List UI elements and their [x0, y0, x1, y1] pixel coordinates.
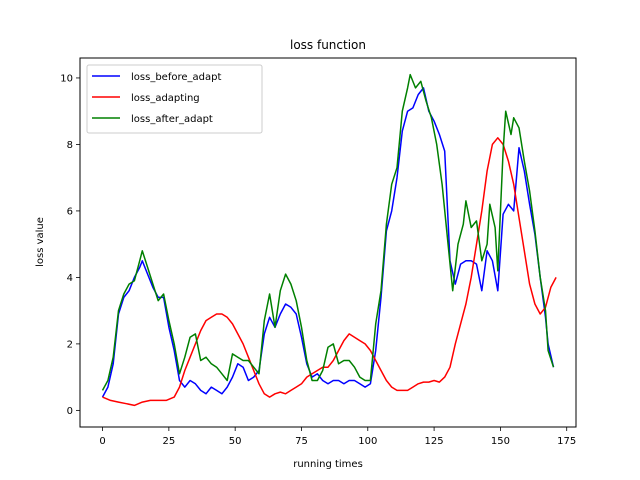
x-tick-label: 75: [295, 436, 308, 447]
x-tick-label: 25: [162, 436, 175, 447]
y-axis: 0 2 4 6 8 10: [60, 73, 80, 417]
series-line-loss-before-adapt: [101, 87, 555, 398]
series-line-loss-after-adapt: [101, 73, 555, 391]
y-tick-label: 10: [60, 73, 73, 84]
plot-area-frame: [79, 57, 577, 428]
chart-title: loss function: [290, 38, 366, 52]
y-tick-label: 2: [67, 339, 73, 350]
legend-label-loss-after-adapt: loss_after_adapt: [131, 114, 213, 125]
y-tick-label: 4: [67, 273, 73, 284]
y-tick-label: 0: [67, 406, 73, 417]
x-axis-title: running times: [293, 459, 363, 470]
series-layer: [101, 73, 557, 407]
x-tick-label: 100: [358, 436, 377, 447]
legend: loss_before_adapt loss_adapting loss_after…: [86, 64, 263, 134]
y-tick-label: 6: [67, 206, 73, 217]
legend-label-loss-adapting: loss_adapting: [131, 93, 200, 104]
y-axis-title: loss value: [35, 217, 46, 267]
series-line-loss-adapting: [102, 137, 557, 407]
x-tick-label: 50: [229, 436, 242, 447]
x-tick-label: 0: [99, 436, 105, 447]
x-tick-label: 150: [491, 436, 510, 447]
x-axis: 0 25 50 75 100 125 150 175: [99, 427, 576, 447]
x-tick-label: 125: [425, 436, 444, 447]
legend-frame: [86, 64, 263, 134]
legend-label-loss-before-adapt: loss_before_adapt: [131, 72, 221, 83]
x-tick-label: 175: [557, 436, 576, 447]
y-tick-label: 8: [67, 140, 73, 151]
